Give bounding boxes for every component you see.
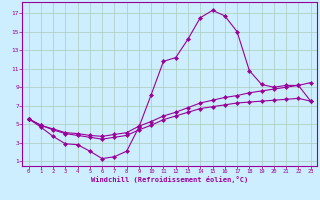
X-axis label: Windchill (Refroidissement éolien,°C): Windchill (Refroidissement éolien,°C) (91, 176, 248, 183)
